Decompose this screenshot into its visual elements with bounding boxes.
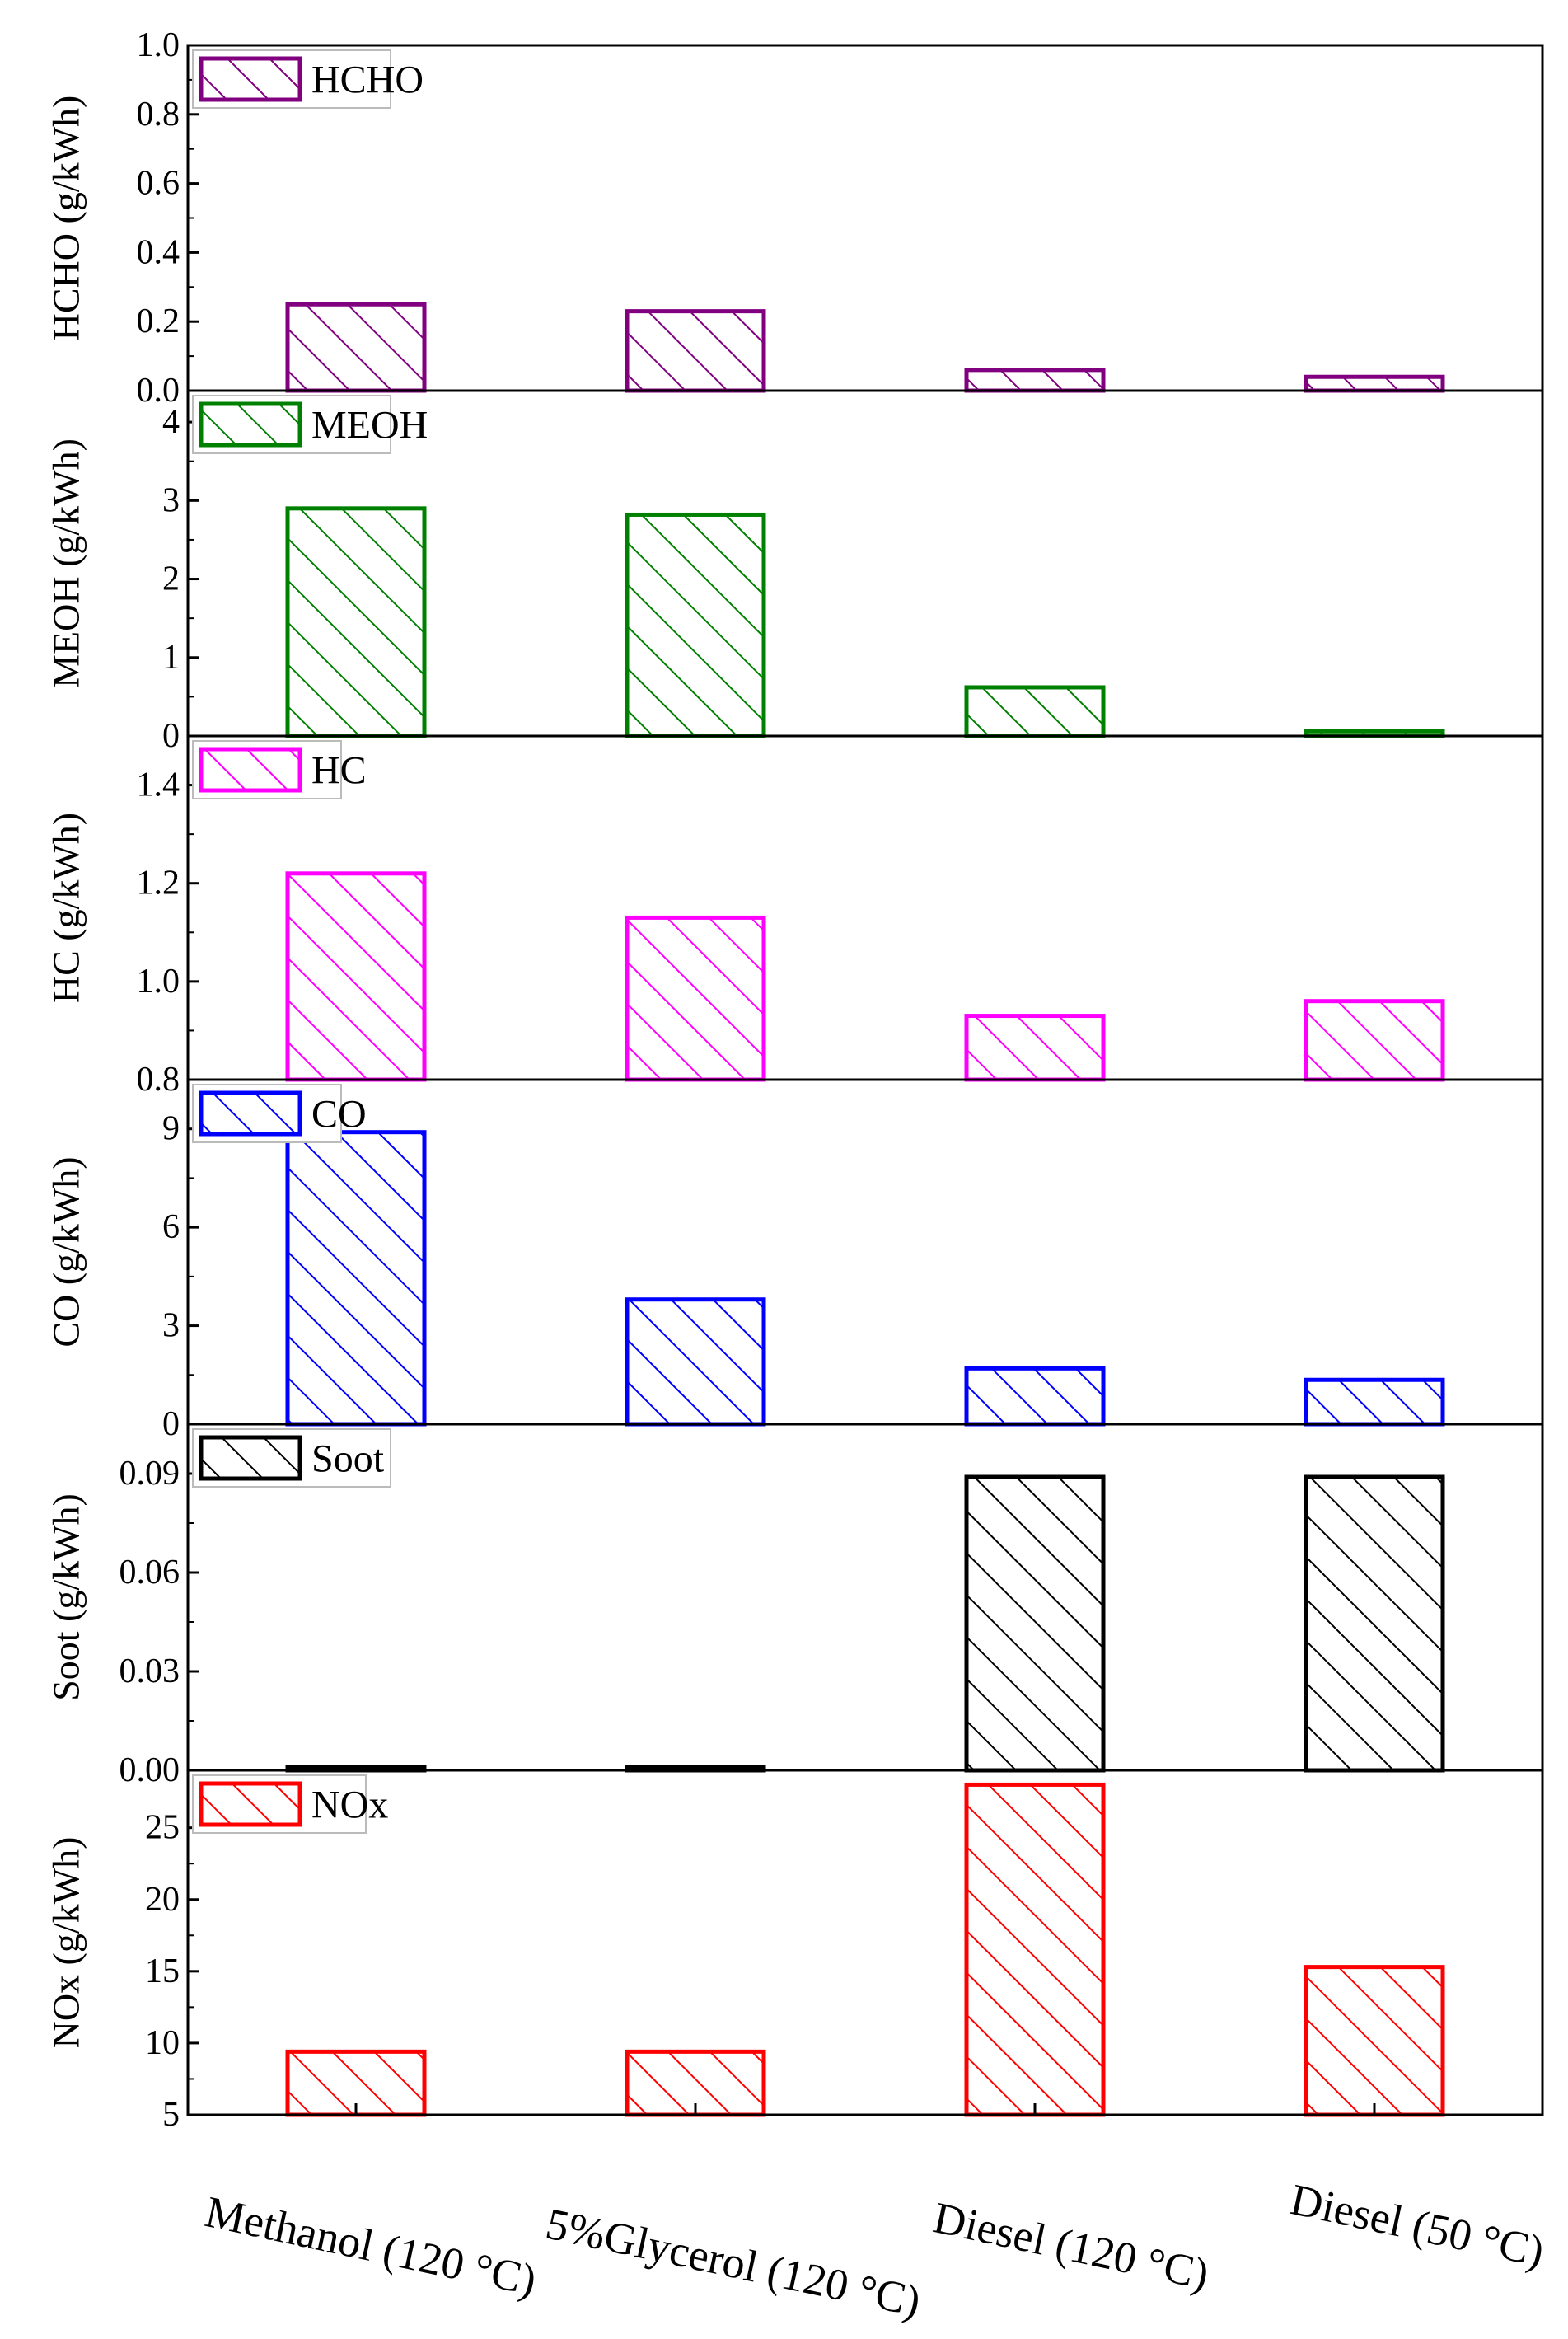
y-axis-label-nox: NOx (g/kWh) <box>45 1837 87 2049</box>
legend-label-hc: HC <box>311 749 367 793</box>
bar-co-3 <box>964 1366 1106 1427</box>
legend-nox: NOx <box>192 1774 388 1834</box>
y-tick-label-nox: 20 <box>145 1881 180 1919</box>
legend-soot: Soot <box>192 1428 391 1488</box>
legend-swatch-meoh <box>199 401 302 448</box>
bar-meoh-2 <box>625 512 766 738</box>
bar-hcho-2 <box>625 309 766 393</box>
bar-meoh-3 <box>964 685 1106 738</box>
y-tick-label-co: 0 <box>162 1405 180 1443</box>
panel-nox: 5 10 15 20 25 NOx (g/kWh) NOx <box>45 1769 1544 2134</box>
bar-hc-1 <box>285 871 427 1082</box>
bar-hc-2 <box>625 915 766 1082</box>
y-axis-label-soot: Soot (g/kWh) <box>45 1493 87 1701</box>
y-tick-label-soot: 0.03 <box>119 1652 180 1690</box>
bar-hcho-4 <box>1304 374 1445 393</box>
legend-hc: HC <box>192 740 367 799</box>
y-tick-label-hcho: 1.0 <box>137 26 180 64</box>
y-tick-label-hc: 0.8 <box>137 1061 180 1099</box>
legend-co: CO <box>192 1084 367 1143</box>
y-axis-label-hc: HC (g/kWh) <box>45 813 87 1003</box>
panel-meoh: 0 1 2 3 4 MEOH (g/kWh) MEOH <box>45 389 1544 755</box>
bar-hcho-1 <box>285 302 427 393</box>
bar-soot-4 <box>1304 1474 1445 1773</box>
y-tick-label-meoh: 0 <box>162 717 180 755</box>
y-tick-label-hc: 1.4 <box>137 766 180 804</box>
bar-co-2 <box>625 1297 766 1427</box>
legend-label-nox: NOx <box>311 1784 388 1827</box>
legend-label-co: CO <box>311 1093 367 1137</box>
bar-nox-4 <box>1304 1965 1445 2117</box>
y-tick-label-soot: 0.09 <box>119 1455 180 1493</box>
y-tick-label-soot: 0.06 <box>119 1554 180 1591</box>
panel-hc: 0.8 1.0 1.2 1.4 HC (g/kWh) HC <box>45 734 1544 1099</box>
y-axis-label-meoh: MEOH (g/kWh) <box>45 438 87 688</box>
legend-hcho: HCHO <box>192 49 424 109</box>
y-tick-label-nox: 5 <box>162 2096 180 2134</box>
y-tick-label-hc: 1.0 <box>137 963 180 1001</box>
y-tick-label-co: 3 <box>162 1307 180 1345</box>
panel-co: 0 3 6 9 CO (g/kWh) CO <box>45 1078 1544 1443</box>
bar-hc-4 <box>1304 999 1445 1082</box>
bar-hcho-3 <box>964 368 1106 393</box>
legend-label-meoh: MEOH <box>311 404 428 448</box>
y-tick-label-nox: 15 <box>145 1952 180 1990</box>
y-tick-label-hc: 1.2 <box>137 865 180 902</box>
y-tick-label-hcho: 0.4 <box>137 233 180 271</box>
x-axis-category-labels: Methanol (120 °C) 5%Glycerol (120 °C) Dies… <box>201 2174 1548 2326</box>
plot-frame-nox <box>186 1769 1544 2116</box>
bar-co-4 <box>1304 1377 1445 1427</box>
bar-soot-3 <box>964 1474 1106 1773</box>
y-tick-label-hcho: 0.8 <box>137 96 180 134</box>
y-tick-label-co: 6 <box>162 1208 180 1246</box>
y-tick-label-nox: 10 <box>145 2024 180 2062</box>
legend-swatch-soot <box>199 1435 302 1481</box>
legend-label-soot: Soot <box>311 1437 385 1481</box>
y-tick-label-meoh: 2 <box>162 560 180 598</box>
legend-swatch-hcho <box>199 56 302 102</box>
y-tick-label-meoh: 3 <box>162 481 180 519</box>
x-category-label-2: 5%Glycerol (120 °C) <box>542 2199 925 2327</box>
bar-nox-3 <box>964 1782 1106 2117</box>
legend-swatch-co <box>199 1090 302 1137</box>
legend-meoh: MEOH <box>192 395 428 454</box>
y-tick-label-hcho: 0.6 <box>137 165 180 203</box>
y-tick-label-hcho: 0.2 <box>137 302 180 340</box>
y-tick-label-co: 9 <box>162 1110 180 1148</box>
y-tick-label-meoh: 1 <box>162 639 180 677</box>
x-category-label-3: Diesel (120 °C) <box>929 2192 1214 2299</box>
panel-soot: 0.00 0.03 0.06 0.09 Soot (g/kWh) Soot <box>45 1423 1544 1789</box>
y-tick-label-nox: 25 <box>145 1809 180 1847</box>
y-tick-label-hcho: 0.0 <box>137 372 180 410</box>
y-tick-label-meoh: 4 <box>162 403 180 441</box>
legend-label-hcho: HCHO <box>311 59 424 102</box>
legend-swatch-nox <box>199 1781 302 1827</box>
panel-hcho: 0.0 0.2 0.4 0.6 0.8 1.0 HCHO (g/kWh) HCHO <box>45 26 1544 410</box>
y-axis-label-hcho: HCHO (g/kWh) <box>45 96 87 341</box>
x-category-label-4: Diesel (50 °C) <box>1286 2174 1548 2276</box>
bar-meoh-1 <box>285 506 427 738</box>
x-category-label-1: Methanol (120 °C) <box>201 2187 541 2305</box>
y-axis-label-co: CO (g/kWh) <box>45 1156 87 1347</box>
panels-layer: 0.0 0.2 0.4 0.6 0.8 1.0 HCHO (g/kWh) HCHO 0 1 2 3 4 M… <box>45 26 1544 2134</box>
bar-co-1 <box>285 1130 427 1427</box>
legend-swatch-hc <box>199 747 302 793</box>
bar-hc-3 <box>964 1014 1106 1082</box>
y-tick-label-soot: 0.00 <box>119 1751 180 1789</box>
